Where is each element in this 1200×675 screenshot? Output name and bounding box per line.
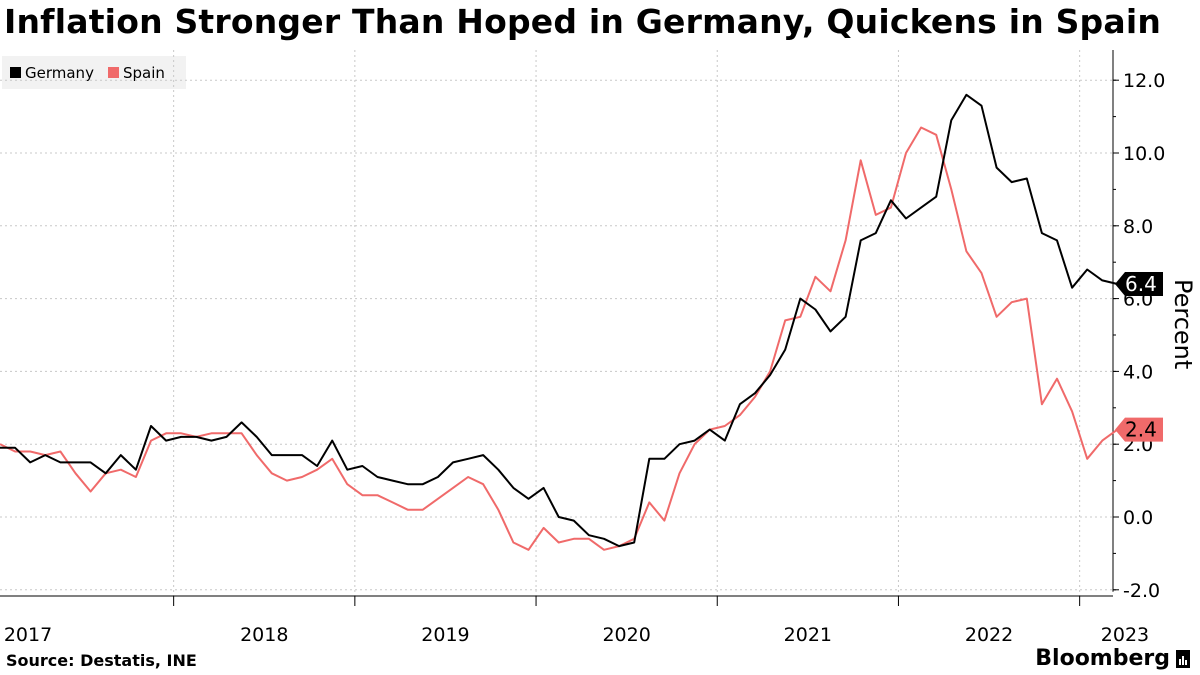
end-value-label: 2.4: [1125, 418, 1157, 442]
y-tick-label: 12.0: [1123, 70, 1165, 92]
y-tick-label: 10.0: [1123, 143, 1165, 165]
value-labels: 6.4 2.4: [1115, 272, 1163, 442]
series-line-germany: [0, 93, 1118, 548]
legend-item-germany[interactable]: Germany: [10, 64, 94, 82]
x-tick-label: 2023: [1101, 624, 1149, 646]
end-value-tag-shape: [1115, 417, 1163, 442]
legend-swatch-germany: [10, 67, 21, 78]
y-tick-label: 2.0: [1123, 434, 1153, 456]
series-line-spain: [0, 126, 1118, 551]
brand-logo: Bloomberg: [1035, 646, 1190, 671]
brand-name: Bloomberg: [1035, 646, 1170, 671]
y-tick-label: 6.0: [1123, 289, 1153, 311]
y-tick-label: 8.0: [1123, 216, 1153, 238]
source-note: Source: Destatis, INE: [6, 651, 197, 670]
chart-title: Inflation Stronger Than Hoped in Germany…: [4, 2, 1162, 41]
legend-label-spain: Spain: [122, 63, 165, 82]
end-value-label: 6.4: [1125, 272, 1157, 296]
x-tick-label: 2018: [240, 624, 288, 646]
legend: Germany Spain: [2, 56, 186, 89]
x-tick-label: 2017: [4, 624, 52, 646]
x-tick-label: 2019: [421, 624, 469, 646]
y-tick-label: 0.0: [1123, 507, 1153, 529]
y-tick-label: 4.0: [1123, 361, 1153, 383]
x-tick-label: 2021: [784, 624, 832, 646]
x-tick-label: 2022: [965, 624, 1013, 646]
series-lines: [0, 93, 1118, 551]
y-axis-label: Percent: [1169, 279, 1197, 369]
y-tick-label: -2.0: [1123, 580, 1160, 602]
bloomberg-chart-icon: [1176, 649, 1190, 668]
grid-lines: [0, 50, 1113, 596]
legend-label-germany: Germany: [25, 63, 94, 82]
legend-swatch-spain: [107, 67, 119, 78]
axes: -2.0 0.0 2.0 4.0 6.0 8.0 10.0 12.0 2017 2018 2019 2…: [0, 50, 1165, 646]
end-value-tag-germany: 6.4: [1115, 272, 1163, 297]
x-tick-label: 2020: [602, 624, 650, 646]
legend-item-spain[interactable]: Spain: [107, 63, 165, 82]
end-value-tag-spain: 2.4: [1115, 417, 1163, 442]
end-value-tag-shape: [1115, 272, 1163, 297]
